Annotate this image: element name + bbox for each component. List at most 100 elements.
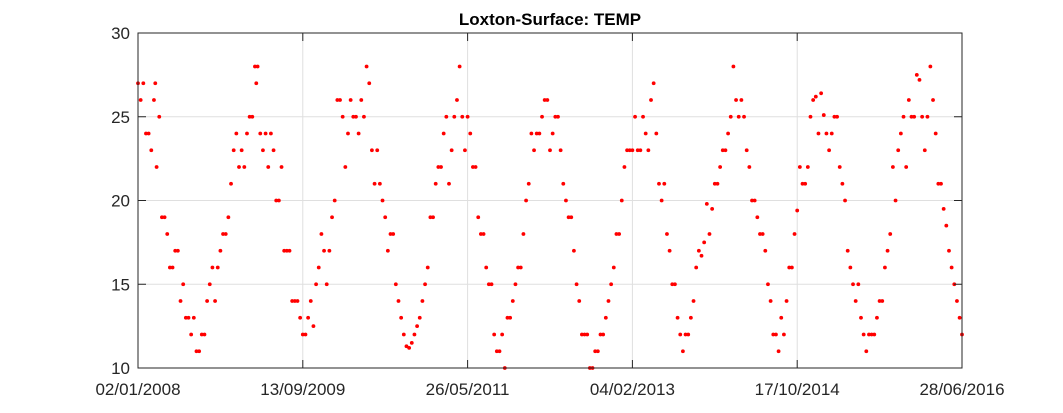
data-point bbox=[516, 265, 520, 270]
data-point bbox=[657, 181, 661, 186]
data-point bbox=[271, 148, 276, 153]
data-point bbox=[308, 299, 313, 303]
data-point bbox=[696, 248, 701, 253]
data-point bbox=[731, 64, 736, 69]
data-point bbox=[254, 81, 259, 86]
data-point bbox=[614, 232, 619, 236]
data-point bbox=[566, 215, 571, 220]
data-point bbox=[710, 206, 715, 211]
data-point bbox=[524, 198, 528, 203]
data-point bbox=[662, 181, 667, 186]
data-point bbox=[247, 114, 252, 119]
data-point bbox=[175, 248, 180, 253]
data-point bbox=[723, 148, 728, 153]
data-point bbox=[383, 215, 388, 220]
data-point bbox=[463, 148, 467, 153]
data-point bbox=[694, 265, 699, 270]
data-point bbox=[688, 315, 693, 320]
data-point bbox=[412, 332, 417, 337]
data-point bbox=[215, 265, 220, 270]
data-point bbox=[380, 198, 385, 203]
data-points bbox=[136, 64, 964, 370]
data-point bbox=[269, 131, 273, 136]
data-point bbox=[189, 332, 194, 337]
data-point bbox=[335, 98, 340, 102]
data-point bbox=[210, 265, 215, 270]
data-point bbox=[537, 131, 542, 136]
data-point bbox=[867, 332, 871, 337]
data-point bbox=[593, 349, 598, 354]
data-point bbox=[521, 232, 526, 236]
data-point bbox=[872, 332, 877, 337]
data-point bbox=[497, 349, 502, 354]
data-point bbox=[768, 299, 773, 303]
data-point bbox=[513, 282, 518, 287]
data-point bbox=[766, 282, 770, 287]
data-point bbox=[548, 148, 552, 153]
data-point bbox=[327, 248, 332, 253]
data-point bbox=[609, 282, 614, 287]
data-point bbox=[556, 114, 560, 119]
data-point bbox=[399, 315, 404, 320]
data-point bbox=[917, 78, 922, 82]
data-point bbox=[468, 131, 473, 136]
data-point bbox=[827, 148, 831, 153]
data-point bbox=[153, 81, 158, 86]
data-point bbox=[401, 332, 406, 337]
data-point bbox=[207, 282, 212, 287]
data-point bbox=[787, 265, 792, 270]
data-point bbox=[752, 198, 757, 203]
y-tick-label: 15 bbox=[111, 275, 130, 294]
data-point bbox=[279, 165, 284, 169]
data-point bbox=[755, 215, 760, 220]
data-point bbox=[869, 332, 874, 337]
data-point bbox=[922, 148, 927, 153]
data-point bbox=[457, 64, 462, 69]
data-point bbox=[484, 265, 489, 270]
data-point bbox=[851, 282, 855, 287]
data-point bbox=[489, 282, 494, 287]
data-point bbox=[473, 165, 478, 169]
x-tick-label: 28/06/2016 bbox=[919, 380, 1004, 399]
data-point bbox=[311, 324, 316, 329]
data-point bbox=[649, 98, 653, 102]
data-point bbox=[276, 198, 281, 203]
data-point bbox=[728, 114, 733, 119]
data-point bbox=[149, 148, 154, 153]
data-point bbox=[481, 232, 486, 236]
data-point bbox=[138, 98, 143, 102]
data-point bbox=[914, 72, 919, 77]
y-tick-label: 30 bbox=[111, 24, 130, 43]
data-point bbox=[510, 299, 515, 303]
data-point bbox=[542, 98, 547, 102]
data-point bbox=[595, 349, 600, 354]
data-point bbox=[890, 165, 895, 169]
data-point bbox=[736, 114, 741, 119]
data-point bbox=[508, 315, 513, 320]
data-point bbox=[492, 332, 497, 337]
data-point bbox=[797, 165, 802, 169]
data-point bbox=[840, 181, 845, 186]
data-point bbox=[720, 148, 725, 153]
data-point bbox=[505, 315, 510, 320]
data-point bbox=[444, 114, 449, 119]
data-point bbox=[893, 198, 898, 203]
data-point bbox=[784, 299, 789, 303]
data-point bbox=[415, 324, 419, 329]
data-point bbox=[782, 332, 786, 337]
data-point bbox=[300, 332, 305, 337]
data-point bbox=[819, 91, 824, 96]
data-point bbox=[428, 215, 433, 220]
data-point bbox=[518, 265, 523, 270]
data-point bbox=[789, 265, 794, 270]
data-point bbox=[906, 98, 911, 102]
data-point bbox=[226, 215, 231, 220]
data-point bbox=[550, 131, 555, 136]
data-point bbox=[880, 299, 885, 303]
data-point bbox=[758, 232, 762, 236]
data-point bbox=[691, 299, 696, 303]
data-point bbox=[306, 315, 311, 320]
data-point bbox=[673, 282, 677, 287]
data-point bbox=[340, 114, 345, 119]
data-point bbox=[824, 131, 829, 136]
